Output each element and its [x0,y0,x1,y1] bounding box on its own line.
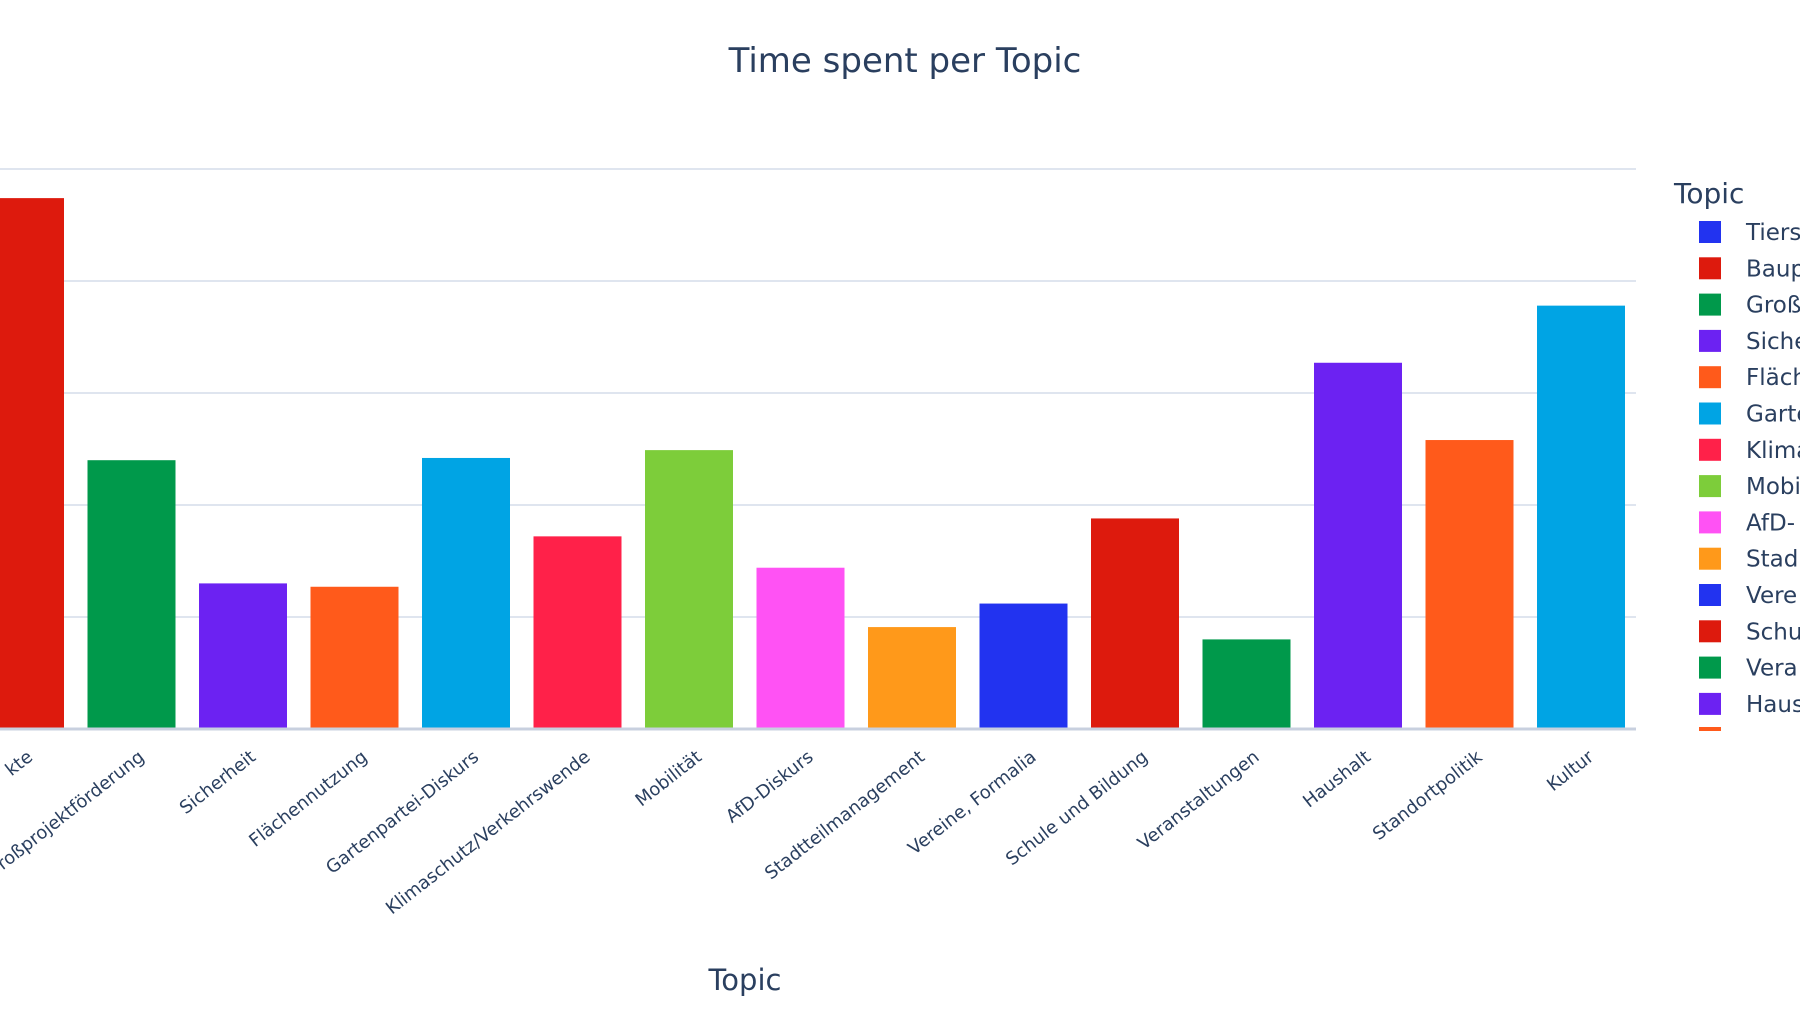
legend-swatch [1699,257,1721,280]
legend-swatch [1699,293,1721,316]
legend-item[interactable]: Tiers [1699,220,1800,246]
x-tick-label: AfD-Diskurs [722,746,817,827]
x-tick-label: Standortpolitik [1369,746,1487,845]
bar-stadtteilmanagement[interactable] [868,627,956,729]
bar-schule-und-bildung[interactable] [1091,518,1179,729]
chart-title: Time spent per Topic [728,41,1082,81]
x-tick-label: Mobilität [631,746,705,811]
legend-swatch [1699,584,1721,606]
legend-swatch [1699,620,1721,643]
legend-swatch [1699,692,1721,715]
legend-label: Mobi [1746,474,1800,500]
legend-label: Siche [1746,329,1800,355]
legend-label: Schu [1746,619,1800,645]
bar-flächennutzung[interactable] [310,586,399,729]
legend-swatch [1699,221,1721,243]
bar-kultur[interactable] [1537,305,1625,729]
legend-label: Vera [1746,656,1798,682]
legend-label: Stad [1746,547,1798,573]
legend-swatch [1699,366,1721,389]
bar-klimaschutz-verkehrswende[interactable] [533,536,622,729]
x-tick-label: Flächennutzung [245,746,371,851]
legend-swatch [1699,656,1721,679]
bar-großprojektförderung[interactable] [87,460,176,729]
legend-item[interactable]: Siche [1699,329,1800,355]
legend-swatch [1699,329,1721,352]
legend-label: Groß [1746,293,1800,319]
legend-item[interactable]: Schu [1699,619,1800,645]
legend-swatch [1699,475,1721,498]
legend[interactable]: Topic Tiers Baup Groß Siche Fläch Garte Klima M… [1673,177,1800,731]
legend-item[interactable]: Vere [1699,583,1797,609]
x-axis-title: Topic [708,963,782,997]
x-tick-label: Veranstaltungen [1134,746,1264,854]
legend-title: Topic [1673,177,1744,210]
legend-item[interactable]: Haus [1699,692,1800,718]
legend-swatch [1699,511,1721,534]
legend-label: Garte [1746,402,1800,428]
legend-item[interactable]: Garte [1699,402,1800,428]
x-tick-label: Sicherheit [176,746,260,818]
bar-bauprojekte[interactable] [0,198,64,729]
legend-label: Baup [1746,256,1800,282]
legend-label: Haus [1746,692,1800,718]
legend-item[interactable]: Fläch [1699,365,1800,391]
bar-sicherheit[interactable] [199,583,287,729]
bar-vereine-formalia[interactable] [979,603,1068,729]
legend-item[interactable]: Vera [1699,656,1798,682]
legend-item[interactable]: Stad [1699,547,1798,573]
bar-mobilität[interactable] [645,450,733,729]
legend-swatch-partial [1699,727,1721,731]
x-tick-label: Haushalt [1299,746,1375,812]
legend-label: AfD- [1746,510,1795,536]
legend-item[interactable]: Klima [1699,438,1800,464]
legend-swatch [1699,402,1721,425]
legend-item[interactable]: Mobi [1699,474,1800,500]
x-tick-label: kte [2,746,37,780]
legend-swatch [1699,438,1721,461]
legend-label: Klima [1746,438,1800,464]
legend-item[interactable]: Baup [1699,256,1800,282]
bar-standortpolitik[interactable] [1425,440,1514,729]
legend-item[interactable]: Groß [1699,293,1800,319]
x-tick-label: Klimaschutz/Verkehrswende [382,746,594,918]
bar-afd-diskurs[interactable] [756,567,845,729]
legend-label: Tiers [1745,220,1800,246]
bar-veranstaltungen[interactable] [1202,639,1291,729]
legend-swatch [1699,547,1721,570]
bar-gartenpartei-diskurs[interactable] [422,457,510,729]
legend-label: Vere [1746,583,1797,609]
legend-label: Fläch [1746,365,1800,391]
bar-haushalt[interactable] [1314,362,1402,729]
legend-item[interactable]: AfD- [1699,510,1795,536]
x-tick-label: Kultur [1543,746,1598,796]
bars [0,198,1625,729]
